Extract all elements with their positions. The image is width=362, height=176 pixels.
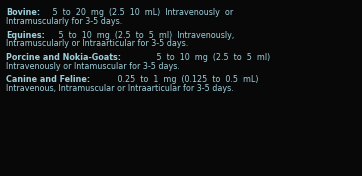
- Text: 5  to  10  mg  (2.5  to  5  ml): 5 to 10 mg (2.5 to 5 ml): [154, 53, 271, 62]
- Text: 5  to  10  mg  (2.5  to  5  ml)  Intravenously,: 5 to 10 mg (2.5 to 5 ml) Intravenously,: [56, 30, 235, 39]
- Text: Intramuscularly for 3-5 days.: Intramuscularly for 3-5 days.: [6, 17, 122, 26]
- Text: Equines:: Equines:: [6, 30, 45, 39]
- Text: 0.25  to  1  mg  (0.125  to  0.5  mL): 0.25 to 1 mg (0.125 to 0.5 mL): [114, 76, 258, 84]
- Text: Intramuscularly or Intraarticular for 3-5 days.: Intramuscularly or Intraarticular for 3-…: [6, 39, 188, 49]
- Text: Intravenous, Intramuscular or Intraarticular for 3-5 days.: Intravenous, Intramuscular or Intraartic…: [6, 84, 234, 93]
- Text: Canine and Feline:: Canine and Feline:: [6, 76, 90, 84]
- Text: Bovine:: Bovine:: [6, 8, 40, 17]
- Text: Porcine and Nokia-Goats:: Porcine and Nokia-Goats:: [6, 53, 121, 62]
- Text: 5  to  20  mg  (2.5  10  mL)  Intravenously  or: 5 to 20 mg (2.5 10 mL) Intravenously or: [50, 8, 233, 17]
- Text: Intravenously or Intamuscular for 3-5 days.: Intravenously or Intamuscular for 3-5 da…: [6, 62, 180, 71]
